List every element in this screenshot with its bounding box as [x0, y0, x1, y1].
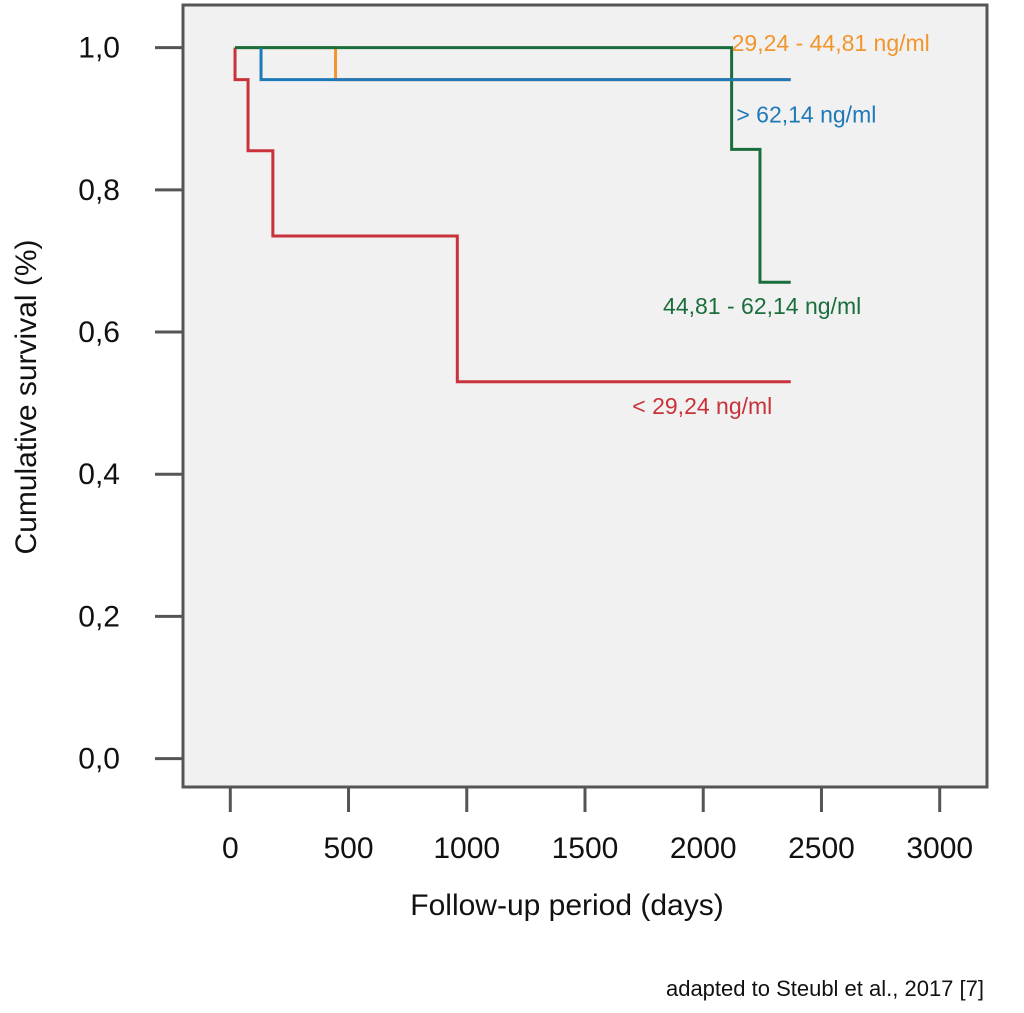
- x-tick-label: 3000: [906, 832, 973, 865]
- annotation-layer: 29,24 - 44,81 ng/ml > 62,14 ng/ml 44,81 - …: [632, 30, 930, 419]
- x-tick-label: 2000: [670, 832, 737, 865]
- x-tick-label: 1500: [552, 832, 619, 865]
- plot-area: [181, 3, 989, 789]
- x-axis: 0 500 1000 1500 2000 2500 3000: [222, 787, 973, 865]
- series-label-2: 44,81 - 62,14 ng/ml: [663, 293, 861, 319]
- y-tick-label: 0,0: [78, 743, 120, 776]
- x-tick-label: 0: [222, 832, 239, 865]
- source-note: adapted to Steubl et al., 2017 [7]: [666, 976, 984, 1001]
- series-label-1: > 62,14 ng/ml: [736, 101, 876, 127]
- x-axis-title: Follow-up period (days): [410, 889, 723, 922]
- series-line-0: [233, 47, 791, 384]
- x-tick-label: 2500: [788, 832, 855, 865]
- y-tick-label: 1,0: [78, 32, 120, 65]
- y-tick-label: 0,6: [78, 316, 120, 349]
- y-tick-label: 0,2: [78, 600, 120, 633]
- y-axis: 0,0 0,2 0,4 0,6 0,8 1,0: [78, 32, 183, 776]
- series-line-2: [235, 46, 791, 284]
- y-axis-title: Cumulative survival (%): [10, 239, 43, 554]
- x-tick-label: 500: [323, 832, 373, 865]
- y-tick-label: 0,4: [78, 458, 120, 491]
- series-layer: [233, 46, 791, 384]
- series-label-3: < 29,24 ng/ml: [632, 393, 772, 419]
- series-label-0: 29,24 - 44,81 ng/ml: [732, 30, 930, 56]
- series-line-3: [259, 47, 791, 82]
- y-tick-label: 0,8: [78, 174, 120, 207]
- x-tick-label: 1000: [433, 832, 500, 865]
